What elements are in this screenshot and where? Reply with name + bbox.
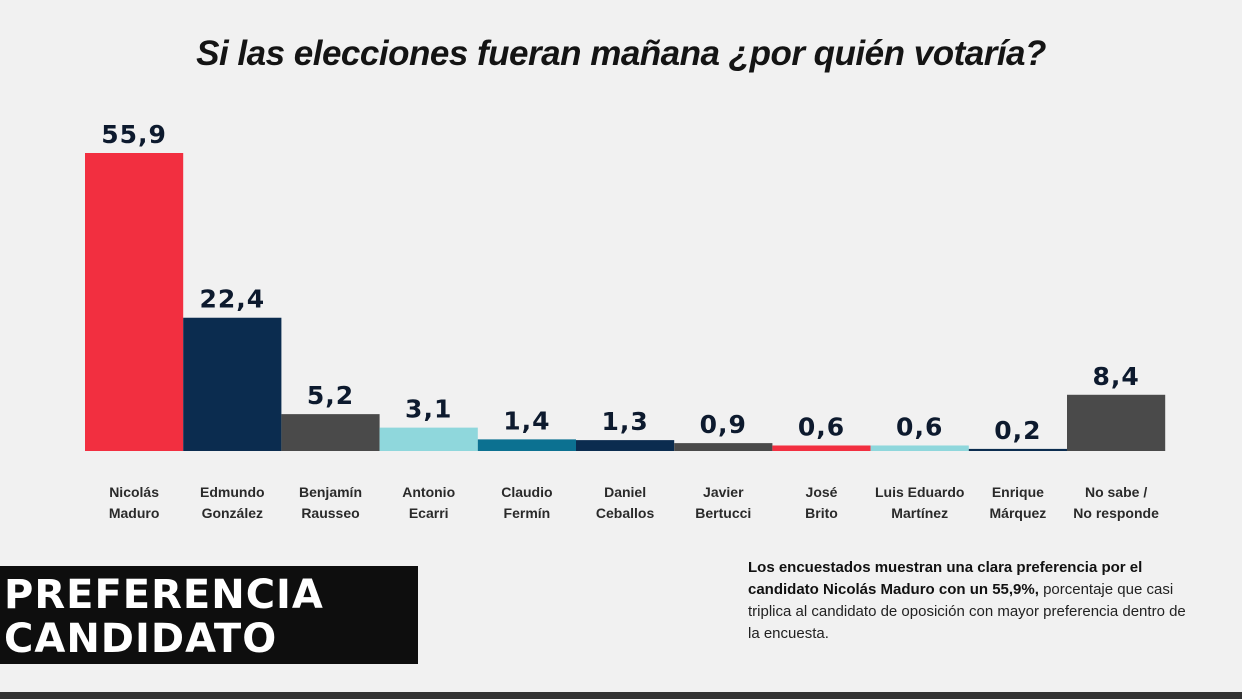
category-label: Claudio	[501, 484, 552, 500]
category-label: Benjamín	[299, 484, 362, 500]
chart-title: Si las elecciones fueran mañana ¿por qui…	[196, 34, 1046, 73]
summary-bold: Los encuestados muestran una clara prefe…	[748, 559, 1143, 598]
bar	[1067, 394, 1166, 451]
category-label: Daniel	[604, 484, 646, 500]
value-label: 0,6	[798, 412, 845, 441]
category-label: No sabe /	[1085, 484, 1147, 500]
section-badge: PREFERENCIA CANDIDATO	[0, 566, 418, 664]
bar	[772, 445, 871, 451]
category-label: Rausseo	[301, 505, 359, 521]
bar	[870, 445, 969, 451]
category-label: Antonio	[402, 484, 455, 500]
category-label: Fermín	[504, 505, 551, 521]
value-label: 5,2	[307, 381, 354, 410]
bar-chart: 55,9 Nicolás Maduro 22,4 Edmundo González 5,2 B…	[85, 120, 1166, 521]
value-label: 1,3	[601, 407, 648, 436]
value-label: 1,4	[503, 406, 550, 435]
bar	[85, 153, 184, 451]
value-label: 0,2	[994, 416, 1041, 445]
bottom-bar	[0, 692, 1242, 699]
summary-text: Los encuestados muestran una clara prefe…	[748, 557, 1188, 645]
category-label: Edmundo	[200, 484, 265, 500]
badge-line-2: CANDIDATO	[4, 616, 278, 662]
category-label: González	[202, 505, 263, 521]
summary-normal: porcentaje que casi triplica al candidat…	[748, 581, 1186, 642]
category-label: No responde	[1073, 505, 1159, 521]
category-label: Bertucci	[695, 505, 751, 521]
value-label: 0,9	[700, 410, 747, 439]
value-label: 8,4	[1092, 362, 1139, 391]
bar	[183, 317, 282, 451]
value-label: 22,4	[199, 285, 265, 314]
bar	[674, 443, 773, 451]
category-label: Ceballos	[596, 505, 655, 521]
category-label: Luis Eduardo	[875, 484, 964, 500]
category-label: Maduro	[109, 505, 160, 521]
category-label: José	[806, 484, 838, 500]
category-label: Nicolás	[109, 484, 159, 500]
badge-line-1: PREFERENCIA	[4, 572, 324, 618]
bar	[968, 448, 1067, 451]
bar	[477, 439, 576, 451]
value-label: 55,9	[101, 120, 167, 149]
category-label: Martínez	[891, 505, 948, 521]
category-label: Enrique	[992, 484, 1044, 500]
bar	[576, 440, 675, 451]
category-label: Brito	[805, 505, 838, 521]
bar	[379, 427, 478, 451]
value-label: 0,6	[896, 412, 943, 441]
value-label: 3,1	[405, 395, 452, 424]
category-label: Javier	[703, 484, 744, 500]
category-label: Márquez	[990, 505, 1047, 521]
category-label: Ecarri	[409, 505, 449, 521]
bar	[281, 414, 380, 451]
